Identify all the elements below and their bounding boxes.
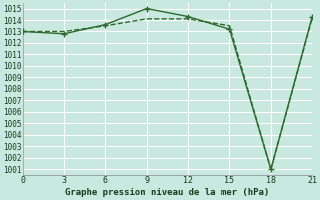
X-axis label: Graphe pression niveau de la mer (hPa): Graphe pression niveau de la mer (hPa) (65, 188, 269, 197)
